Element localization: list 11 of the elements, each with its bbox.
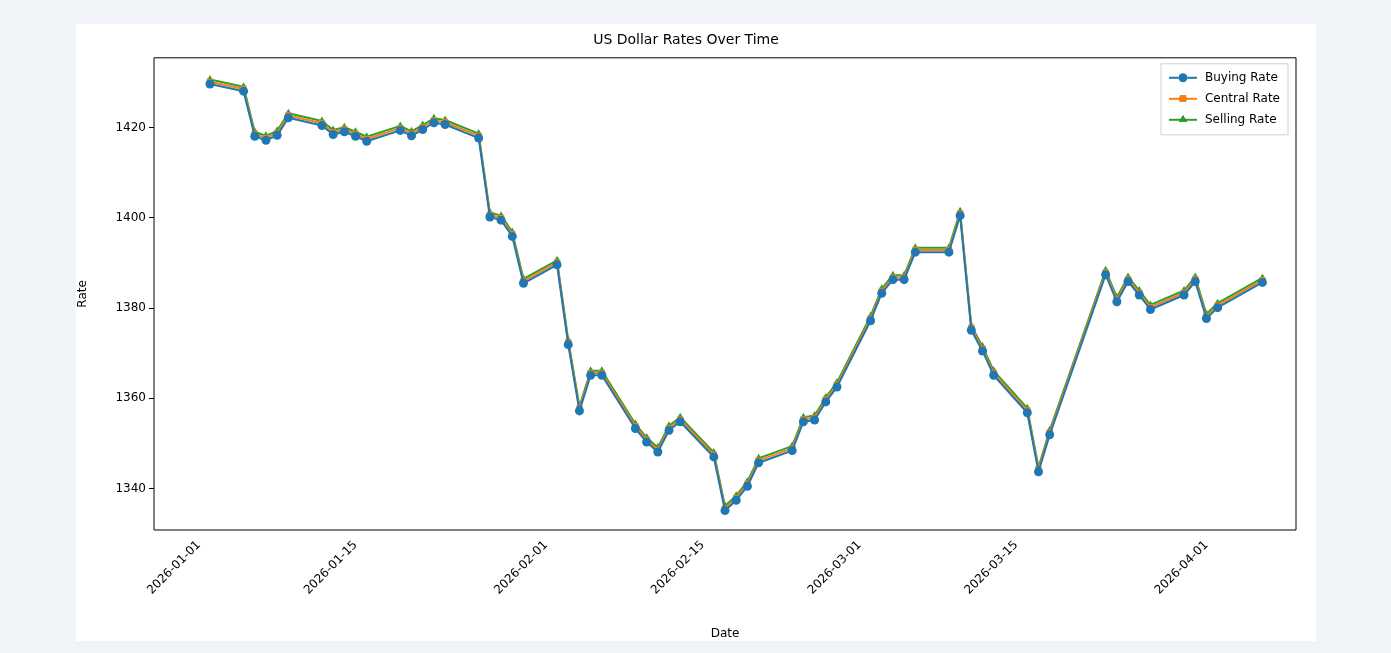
legend-label: Central Rate (1204, 90, 1281, 105)
legend-label: Buying Rate (1204, 69, 1278, 84)
legend-label: Selling Rate (1204, 111, 1277, 126)
y-tick-label: 1380 (115, 300, 146, 315)
x-axis-title: Date (710, 625, 740, 640)
y-tick-label: 1420 (115, 119, 146, 134)
y-tick-label: 1400 (115, 210, 146, 225)
y-axis-title: Rate (75, 280, 90, 308)
chart-title: US Dollar Rates Over Time (593, 31, 779, 48)
y-tick-label: 1360 (115, 390, 146, 405)
y-tick-label: 1340 (115, 480, 146, 495)
